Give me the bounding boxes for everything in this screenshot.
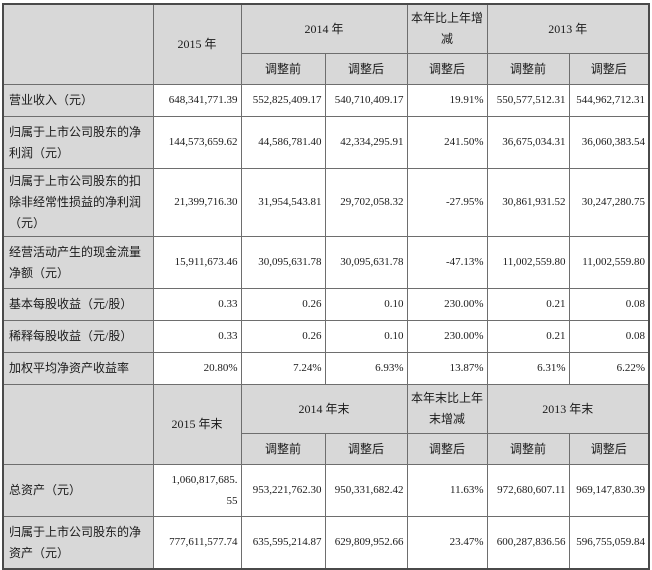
- table-row-weighted-avg-roe: 加权平均净资产收益率 20.80% 7.24% 6.93% 13.87% 6.3…: [2, 352, 650, 385]
- value-cell-2015: 648,341,771.39: [152, 84, 242, 117]
- year-end-subheader-row: 调整前 调整后 调整后 调整前 调整后: [3, 433, 650, 465]
- subheader-2013-adjust-before: 调整前: [486, 433, 570, 465]
- value-cell-2013-before: 550,577,512.31: [486, 84, 570, 117]
- row-label-cell: 总资产（元）: [2, 464, 154, 517]
- value-cell-2014-before: 7.24%: [240, 352, 326, 385]
- value-cell-2013-before: 36,675,034.31: [486, 116, 570, 169]
- header-year-end-change: 本年末比上年末增减: [406, 384, 488, 434]
- value-cell-2014-after: 30,095,631.78: [324, 236, 408, 289]
- value-cell-change: -47.13%: [406, 236, 488, 289]
- value-cell-2013-before: 600,287,836.56: [486, 516, 570, 570]
- row-label-cell: 经营活动产生的现金流量净额（元）: [2, 236, 154, 289]
- value-cell-2014-before: 953,221,762.30: [240, 464, 326, 517]
- value-cell-2014-after: 950,331,682.42: [324, 464, 408, 517]
- value-cell-2015: 21,399,716.30: [152, 168, 242, 237]
- value-cell-2014-before: 0.26: [240, 320, 326, 353]
- value-cell-2015: 20.80%: [152, 352, 242, 385]
- subheader-2014-adjust-before: 调整前: [240, 53, 326, 85]
- value-cell-2013-after: 969,147,830.39: [568, 464, 650, 517]
- value-cell-2014-after: 0.10: [324, 320, 408, 353]
- value-cell-2014-after: 540,710,409.17: [324, 84, 408, 117]
- value-cell-2015: 1,060,817,685.55: [152, 464, 242, 517]
- corner-cell: [2, 384, 154, 465]
- row-label-cell: 归属于上市公司股东的净资产（元）: [2, 516, 154, 570]
- row-label-cell: 营业收入（元）: [2, 84, 154, 117]
- value-cell-change: 19.91%: [406, 84, 488, 117]
- subheader-2014-adjust-after: 调整后: [324, 53, 408, 85]
- annual-subheader-row: 调整前 调整后 调整后 调整前 调整后: [3, 53, 650, 85]
- table-row-net-assets: 归属于上市公司股东的净资产（元） 777,611,577.74 635,595,…: [2, 516, 650, 570]
- annual-header-row: 2015 年 2014 年 本年比上年增减 2013 年: [2, 3, 650, 85]
- value-cell-2015: 777,611,577.74: [152, 516, 242, 570]
- value-cell-2013-after: 0.08: [568, 288, 650, 321]
- value-cell-change: 230.00%: [406, 288, 488, 321]
- table-row-diluted-eps: 稀释每股收益（元/股） 0.33 0.26 0.10 230.00% 0.21 …: [2, 320, 650, 353]
- subheader-2014-adjust-after: 调整后: [324, 433, 408, 465]
- value-cell-2014-before: 31,954,543.81: [240, 168, 326, 237]
- value-cell-2014-before: 44,586,781.40: [240, 116, 326, 169]
- table-row-total-assets: 总资产（元） 1,060,817,685.55 953,221,762.30 9…: [2, 464, 650, 517]
- subheader-2014-adjust-before: 调整前: [240, 433, 326, 465]
- header-yoy-change: 本年比上年增减: [406, 3, 488, 54]
- subheader-2013-adjust-after: 调整后: [568, 53, 650, 85]
- value-cell-change: 11.63%: [406, 464, 488, 517]
- value-cell-change: 13.87%: [406, 352, 488, 385]
- header-year-2013: 2013 年: [486, 3, 650, 54]
- value-cell-2014-after: 629,809,952.66: [324, 516, 408, 570]
- financial-summary-table: 2015 年 2014 年 本年比上年增减 2013 年 调整前 调整后 调整后…: [2, 3, 651, 570]
- subheader-2013-adjust-before: 调整前: [486, 53, 570, 85]
- header-year-2015: 2015 年: [152, 3, 242, 85]
- header-year-end-2013: 2013 年末: [486, 384, 650, 434]
- row-label-cell: 加权平均净资产收益率: [2, 352, 154, 385]
- value-cell-2014-before: 0.26: [240, 288, 326, 321]
- wrapped-number: 1,060,817,685.55: [171, 473, 238, 507]
- value-cell-2013-after: 6.22%: [568, 352, 650, 385]
- value-cell-2014-after: 6.93%: [324, 352, 408, 385]
- value-cell-change: 230.00%: [406, 320, 488, 353]
- header-year-end-2014: 2014 年末: [240, 384, 408, 434]
- value-cell-2014-before: 30,095,631.78: [240, 236, 326, 289]
- value-cell-2013-before: 30,861,931.52: [486, 168, 570, 237]
- value-cell-2014-before: 635,595,214.87: [240, 516, 326, 570]
- year-end-header-row: 2015 年末 2014 年末 本年末比上年末增减 2013 年末: [2, 384, 650, 465]
- value-cell-2013-after: 544,962,712.31: [568, 84, 650, 117]
- subheader-change-adjust-after: 调整后: [406, 433, 488, 465]
- row-label-cell: 稀释每股收益（元/股）: [2, 320, 154, 353]
- row-label-cell: 基本每股收益（元/股）: [2, 288, 154, 321]
- value-cell-2014-after: 29,702,058.32: [324, 168, 408, 237]
- header-year-2014: 2014 年: [240, 3, 408, 54]
- value-cell-2015: 0.33: [152, 288, 242, 321]
- value-cell-2014-before: 552,825,409.17: [240, 84, 326, 117]
- value-cell-2013-before: 6.31%: [486, 352, 570, 385]
- subheader-change-adjust-after: 调整后: [406, 53, 488, 85]
- value-cell-2013-before: 972,680,607.11: [486, 464, 570, 517]
- value-cell-2013-after: 0.08: [568, 320, 650, 353]
- row-label-cell: 归属于上市公司股东的扣除非经常性损益的净利润（元）: [2, 168, 154, 237]
- value-cell-change: 241.50%: [406, 116, 488, 169]
- subheader-2013-adjust-after: 调整后: [568, 433, 650, 465]
- table-row-revenue: 营业收入（元） 648,341,771.39 552,825,409.17 54…: [2, 84, 650, 117]
- value-cell-2014-after: 0.10: [324, 288, 408, 321]
- table-row-basic-eps: 基本每股收益（元/股） 0.33 0.26 0.10 230.00% 0.21 …: [2, 288, 650, 321]
- value-cell-2015: 15,911,673.46: [152, 236, 242, 289]
- corner-cell: [2, 3, 154, 85]
- value-cell-2013-after: 11,002,559.80: [568, 236, 650, 289]
- value-cell-2013-before: 11,002,559.80: [486, 236, 570, 289]
- table-row-net-profit: 归属于上市公司股东的净利润（元） 144,573,659.62 44,586,7…: [2, 116, 650, 169]
- value-cell-change: -27.95%: [406, 168, 488, 237]
- value-cell-2014-after: 42,334,295.91: [324, 116, 408, 169]
- row-label-cell: 归属于上市公司股东的净利润（元）: [2, 116, 154, 169]
- value-cell-2013-before: 0.21: [486, 320, 570, 353]
- table-row-net-profit-excl-nonrecurring: 归属于上市公司股东的扣除非经常性损益的净利润（元） 21,399,716.30 …: [2, 168, 650, 237]
- value-cell-2013-after: 36,060,383.54: [568, 116, 650, 169]
- value-cell-2013-after: 30,247,280.75: [568, 168, 650, 237]
- table-row-operating-cash-flow: 经营活动产生的现金流量净额（元） 15,911,673.46 30,095,63…: [2, 236, 650, 289]
- value-cell-2015: 0.33: [152, 320, 242, 353]
- value-cell-change: 23.47%: [406, 516, 488, 570]
- header-year-end-2015: 2015 年末: [152, 384, 242, 465]
- value-cell-2013-after: 596,755,059.84: [568, 516, 650, 570]
- value-cell-2013-before: 0.21: [486, 288, 570, 321]
- value-cell-2015: 144,573,659.62: [152, 116, 242, 169]
